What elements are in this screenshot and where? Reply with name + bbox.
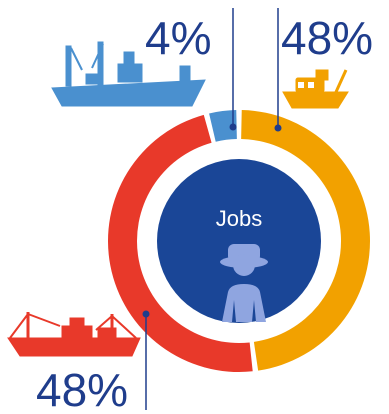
donut-slice-1 [108,114,253,372]
trawler-icon [7,312,141,357]
slice-label-trawler: 48% [36,364,128,414]
worker-icon [220,244,268,322]
donut-slice-0 [241,110,370,371]
center-label: Jobs [216,206,262,231]
leader-lines [142,8,282,410]
center-circle [157,159,321,323]
leader-dot-top [229,123,237,131]
factory-ship-icon [51,41,206,107]
slice-label-small-boat: 48% [281,12,373,64]
small-fishing-boat-icon [282,69,349,109]
leader-dot-left [142,310,150,318]
donut-slice-2 [209,110,237,142]
leader-dot-right [274,124,282,132]
slice-label-factory-ship: 4% [145,12,211,64]
donut-slices [108,110,370,372]
